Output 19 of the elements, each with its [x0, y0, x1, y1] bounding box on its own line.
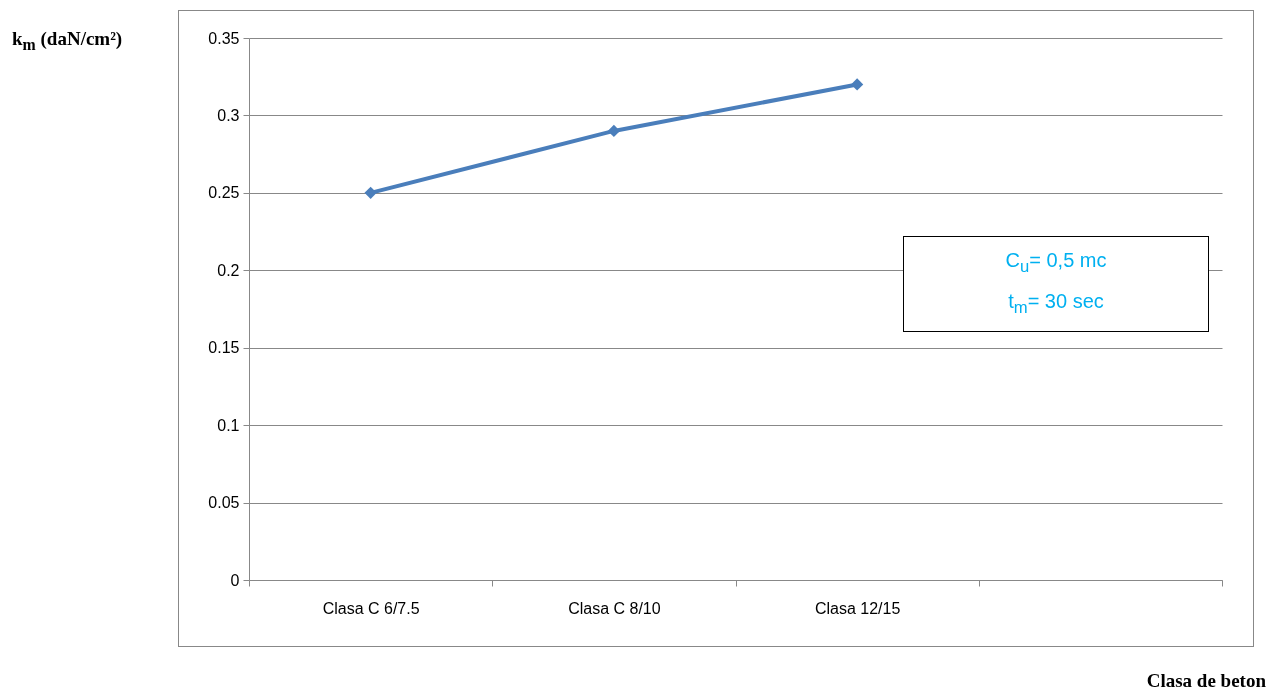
point	[364, 186, 377, 199]
annotation: C$_{u}$= 0,5 mc	[1004, 248, 1108, 278]
x-tick-label: Clasa 12/15	[814, 599, 901, 617]
y-tick-label: 0.3	[217, 106, 240, 124]
y-tick-label: 0	[230, 571, 240, 589]
y-tick-label: 0.15	[208, 339, 240, 357]
y-tick-label: 0.1	[217, 416, 240, 434]
y-axis-title: k$_{m}$ (daN/cm²)	[12, 28, 123, 54]
x-tick-label: Clasa C 8/10	[568, 599, 661, 617]
point	[851, 78, 864, 91]
y-tick-label: 0.2	[217, 261, 240, 279]
note-box: C$_{u}$= 0,5 mc t$_{m}$= 30 sec	[903, 236, 1209, 332]
y-tick-label: 0.35	[208, 29, 240, 47]
y-tick-label: 0.25	[208, 184, 240, 202]
y-tick-label: 0.05	[208, 494, 240, 512]
annotation: t$_{m}$= 30 sec	[1007, 289, 1105, 319]
x-tick-label: Clasa C 6/7.5	[322, 599, 420, 617]
point	[607, 124, 620, 138]
x-axis-title: Clasa de beton	[1146, 670, 1266, 692]
